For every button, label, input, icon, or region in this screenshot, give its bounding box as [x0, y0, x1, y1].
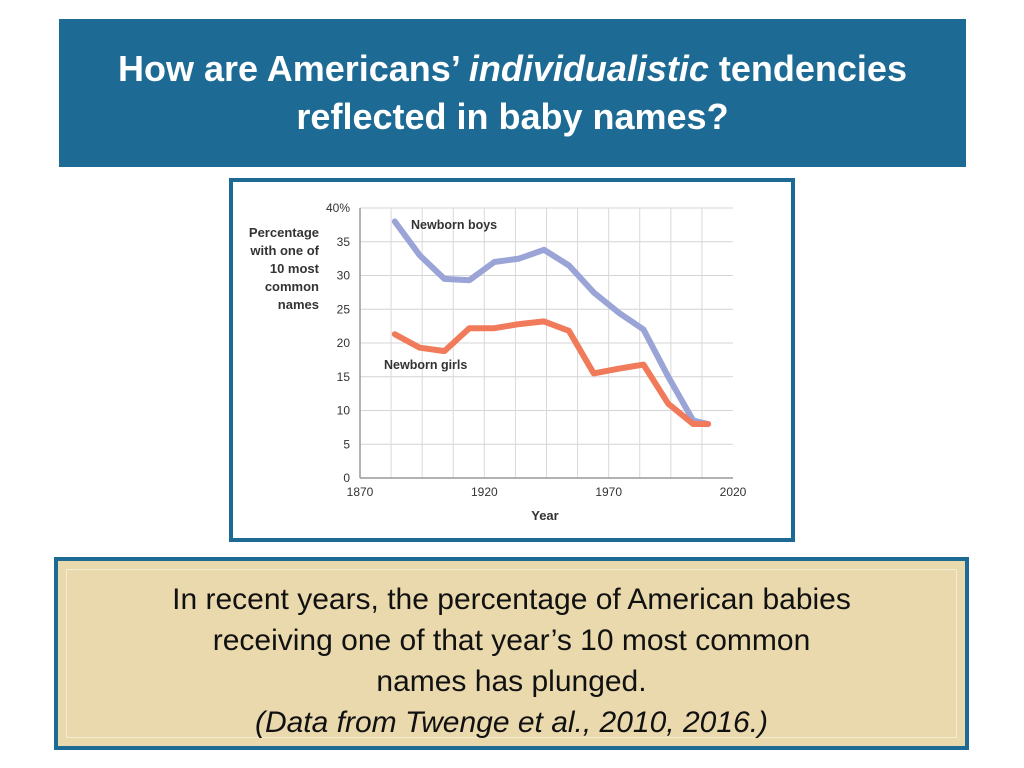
- y-tick-label: 5: [343, 437, 350, 451]
- y-tick-label: 0: [343, 471, 350, 485]
- series-label-girls: Newborn girls: [384, 358, 467, 372]
- caption-line-2: receiving one of that year’s 10 most com…: [212, 624, 811, 657]
- title-part-2: tendencies: [708, 48, 907, 89]
- x-tick-label: 1870: [347, 485, 374, 499]
- x-tick-label: 1970: [595, 485, 622, 499]
- title-part-1: How are Americans’: [118, 48, 469, 89]
- caption-source: (Data from Twenge et al., 2010, 2016.): [254, 706, 769, 739]
- x-tick-label: 1920: [471, 485, 498, 499]
- chart-frame: 0 5 10 15 20 25 30 35 40% 1870 1920 1970 2020 Percent…: [229, 178, 795, 542]
- x-tick-label: 2020: [720, 485, 747, 499]
- y-tick-label: 15: [337, 370, 351, 384]
- caption-line-3: names has plunged.: [376, 665, 647, 698]
- line-chart: 0 5 10 15 20 25 30 35 40% 1870 1920 1970 2020 Percent…: [249, 201, 747, 523]
- series-line-boys: [391, 218, 712, 427]
- title-line-1: How are Americans’ individualistic tende…: [118, 45, 907, 93]
- caption-line-1: In recent years, the percentage of Ameri…: [172, 583, 851, 616]
- title-line-2: reflected in baby names?: [296, 96, 729, 137]
- caption-inner: [66, 569, 957, 738]
- y-axis-label-line: 10 most: [270, 261, 320, 276]
- series-line-girls: [391, 318, 712, 427]
- y-axis-label-line: names: [278, 297, 319, 312]
- title-emphasis: individualistic: [468, 48, 709, 89]
- caption-text: In recent years, the percentage of Ameri…: [58, 579, 965, 743]
- y-axis-label-line: with one of: [249, 243, 319, 258]
- caption-box: In recent years, the percentage of Ameri…: [54, 557, 969, 750]
- y-tick-label: 20: [337, 336, 351, 350]
- x-axis-label: Year: [531, 508, 558, 523]
- y-tick-label: 40%: [326, 201, 350, 215]
- y-axis-label-line: common: [265, 279, 319, 294]
- y-tick-label: 35: [337, 235, 351, 249]
- y-tick-label: 25: [337, 302, 351, 316]
- series-label-boys: Newborn boys: [411, 218, 497, 232]
- y-axis-label-line: Percentage: [249, 225, 319, 240]
- y-tick-label: 10: [337, 404, 351, 418]
- y-tick-label: 30: [337, 269, 351, 283]
- title-banner: How are Americans’ individualistic tende…: [59, 19, 966, 167]
